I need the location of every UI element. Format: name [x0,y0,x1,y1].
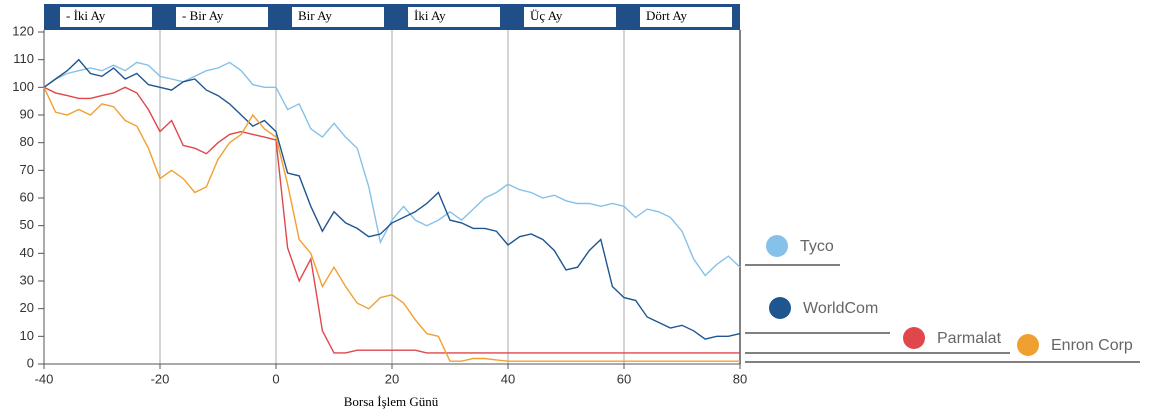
period-label: - Bir Ay [182,8,224,23]
x-tick-label: 60 [617,371,631,386]
legend-marker [769,297,791,319]
legend-marker [903,327,925,349]
y-tick-label: 120 [12,23,34,38]
y-tick-label: 20 [20,300,34,315]
y-tick-label: 40 [20,245,34,260]
y-tick-label: 10 [20,328,34,343]
x-tick-label: 40 [501,371,515,386]
y-tick-label: 30 [20,272,34,287]
x-tick-label: 80 [733,371,747,386]
legend-marker [766,235,788,257]
x-tick-label: 20 [385,371,399,386]
y-tick-label: 50 [20,217,34,232]
legend-label: Parmalat [937,330,1002,347]
y-tick-label: 0 [27,355,34,370]
series-line [43,61,741,277]
legend-label: Tyco [800,238,834,255]
period-label: Dört Ay [646,8,688,23]
legend-label: WorldCom [803,300,878,317]
period-band [44,4,740,30]
period-box [408,7,500,27]
x-tick-label: -40 [35,371,54,386]
period-box [60,7,152,27]
y-tick-label: 110 [13,51,34,66]
x-tick-label: -20 [151,371,170,386]
x-axis-label: Borsa İşlem Günü [344,394,439,409]
period-label: - İki Ay [66,8,106,23]
period-box [524,7,616,27]
period-box [640,7,732,27]
y-tick-label: 70 [20,162,34,177]
y-tick-label: 100 [12,79,34,94]
y-tick-label: 90 [20,106,34,121]
y-tick-label: 80 [20,134,34,149]
period-box [292,7,384,27]
x-tick-label: 0 [272,371,279,386]
legend-marker [1017,334,1039,356]
period-label: Üç Ay [530,8,563,23]
period-box [176,7,268,27]
series-line [43,58,741,340]
period-label: İki Ay [414,8,446,23]
legend-label: Enron Corp [1051,337,1133,354]
series-line [43,87,740,362]
series-line [43,86,740,354]
period-label: Bir Ay [298,8,332,23]
y-tick-label: 60 [20,189,34,204]
